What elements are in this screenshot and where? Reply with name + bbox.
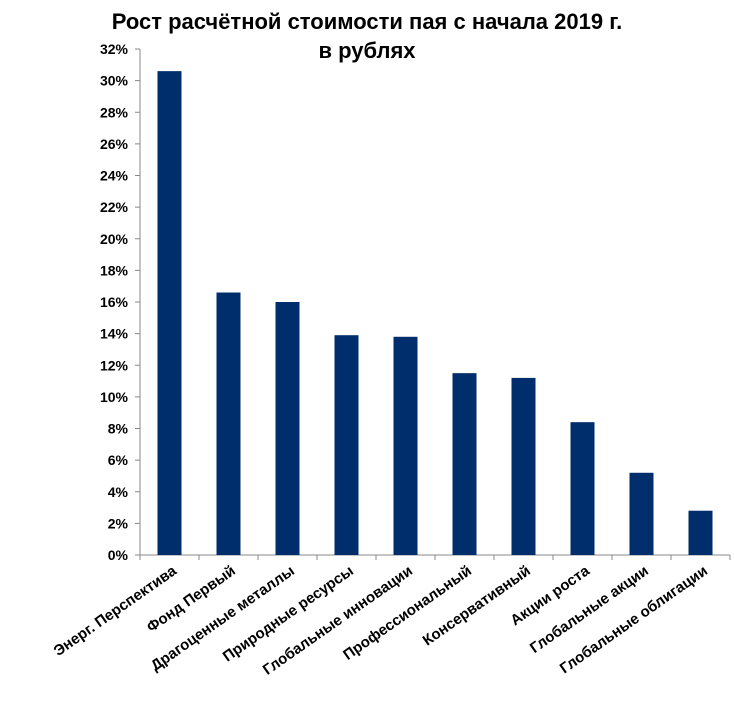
bar <box>452 373 477 555</box>
y-tick-label: 26% <box>100 136 129 152</box>
bar <box>511 377 536 555</box>
y-tick-label: 24% <box>100 168 129 184</box>
bar <box>629 472 654 555</box>
y-tick-label: 2% <box>108 515 129 531</box>
y-tick-label: 4% <box>108 484 129 500</box>
bar <box>393 336 418 555</box>
y-tick-label: 18% <box>100 262 129 278</box>
y-tick-label: 6% <box>108 452 129 468</box>
bar <box>275 302 300 555</box>
y-tick-label: 30% <box>100 73 129 89</box>
y-tick-label: 10% <box>100 389 129 405</box>
y-tick-label: 20% <box>100 231 129 247</box>
bar <box>688 510 713 555</box>
y-tick-label: 22% <box>100 199 129 215</box>
y-tick-label: 8% <box>108 421 129 437</box>
y-tick-label: 32% <box>100 41 129 57</box>
y-tick-label: 12% <box>100 357 129 373</box>
bar <box>334 335 359 555</box>
y-tick-label: 28% <box>100 104 129 120</box>
bar <box>157 71 182 555</box>
chart-title: Рост расчётной стоимости пая с начала 20… <box>111 9 623 34</box>
y-tick-label: 16% <box>100 294 129 310</box>
x-tick-label: Консервативный <box>420 562 534 649</box>
y-tick-label: 0% <box>108 547 129 563</box>
bar <box>570 422 595 555</box>
y-tick-label: 14% <box>100 326 129 342</box>
chart-subtitle: в рублях <box>318 38 416 63</box>
bar <box>216 292 241 555</box>
